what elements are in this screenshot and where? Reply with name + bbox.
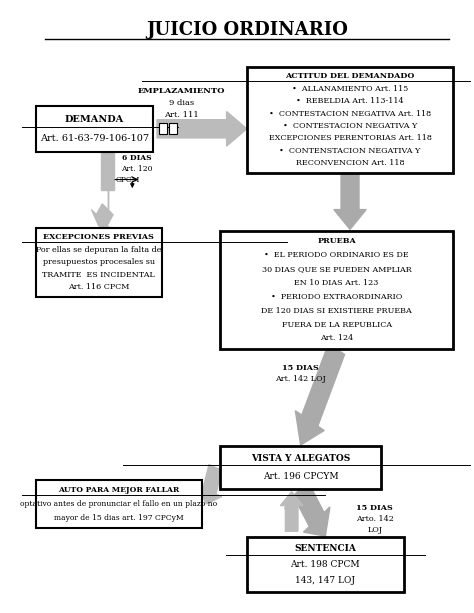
FancyBboxPatch shape <box>247 67 453 173</box>
FancyBboxPatch shape <box>169 123 177 134</box>
Text: Por ellas se depuran la falta de: Por ellas se depuran la falta de <box>36 246 162 254</box>
Text: CPCM: CPCM <box>116 175 140 183</box>
Polygon shape <box>334 173 366 229</box>
Text: Art. 120: Art. 120 <box>121 165 153 173</box>
FancyBboxPatch shape <box>220 230 453 349</box>
Text: FUERA DE LA REPUBLICA: FUERA DE LA REPUBLICA <box>282 321 392 329</box>
Text: optativo antes de pronunciar el fallo en un plazo no: optativo antes de pronunciar el fallo en… <box>20 500 218 508</box>
FancyBboxPatch shape <box>159 123 167 134</box>
Text: •  CONTESTACION NEGATIVA Art. 118: • CONTESTACION NEGATIVA Art. 118 <box>269 110 431 118</box>
Text: DE 120 DIAS SI EXISTIERE PRUEBA: DE 120 DIAS SI EXISTIERE PRUEBA <box>261 306 412 314</box>
Text: Art. 116 CPCM: Art. 116 CPCM <box>68 283 129 292</box>
Text: LOJ: LOJ <box>367 526 382 534</box>
Text: mayor de 15 dias art. 197 CPCyM: mayor de 15 dias art. 197 CPCyM <box>54 514 184 522</box>
Text: Art. 198 CPCM: Art. 198 CPCM <box>291 560 360 569</box>
FancyBboxPatch shape <box>220 446 382 489</box>
Text: EXCEPCIONES PREVIAS: EXCEPCIONES PREVIAS <box>43 234 154 242</box>
Text: TRAMITE  ES INCIDENTAL: TRAMITE ES INCIDENTAL <box>42 271 155 279</box>
Polygon shape <box>91 204 113 230</box>
Text: Art. 142 LOJ: Art. 142 LOJ <box>275 375 326 383</box>
Text: SENTENCIA: SENTENCIA <box>294 544 356 554</box>
Text: JUICIO ORDINARIO: JUICIO ORDINARIO <box>146 21 348 39</box>
Polygon shape <box>293 482 330 536</box>
Text: VISTA Y ALEGATOS: VISTA Y ALEGATOS <box>251 454 350 463</box>
Text: Art. 111: Art. 111 <box>164 111 199 119</box>
Text: EN 10 DIAS Art. 123: EN 10 DIAS Art. 123 <box>294 279 379 287</box>
Text: presupuestos procesales su: presupuestos procesales su <box>43 259 155 267</box>
Text: Art. 61-63-79-106-107: Art. 61-63-79-106-107 <box>40 134 149 143</box>
Text: •  CONTENSTACION NEGATIVA Y: • CONTENSTACION NEGATIVA Y <box>279 147 421 154</box>
Text: EMPLAZAMIENTO: EMPLAZAMIENTO <box>138 87 226 95</box>
FancyBboxPatch shape <box>247 538 404 592</box>
Text: EXCEPCIONES PERENTORIAS Art. 118: EXCEPCIONES PERENTORIAS Art. 118 <box>269 134 431 142</box>
Polygon shape <box>197 465 222 504</box>
FancyBboxPatch shape <box>36 227 162 297</box>
FancyBboxPatch shape <box>36 479 202 528</box>
Text: •  EL PERIODO ORDINARIO ES DE: • EL PERIODO ORDINARIO ES DE <box>264 251 409 259</box>
Text: •  PERIODO EXTRAORDINARIO: • PERIODO EXTRAORDINARIO <box>271 293 402 301</box>
Text: RECONVENCION Art. 118: RECONVENCION Art. 118 <box>296 159 404 167</box>
Text: Art. 196 CPCYM: Art. 196 CPCYM <box>263 472 338 481</box>
Polygon shape <box>280 492 303 531</box>
Text: AUTO PARA MEJOR FALLAR: AUTO PARA MEJOR FALLAR <box>58 486 180 494</box>
Text: •  CONTESTACION NEGATIVA Y: • CONTESTACION NEGATIVA Y <box>283 122 417 130</box>
Text: •  ALLANAMIENTO Art. 115: • ALLANAMIENTO Art. 115 <box>292 85 408 93</box>
Polygon shape <box>157 112 247 146</box>
Text: ACTITUD DEL DEMANDADO: ACTITUD DEL DEMANDADO <box>285 72 415 80</box>
Text: Art. 124: Art. 124 <box>320 335 353 343</box>
Text: Arto. 142: Arto. 142 <box>356 515 393 523</box>
Text: 15 DIAS: 15 DIAS <box>283 365 319 373</box>
Text: •  REBELDIA Art. 113-114: • REBELDIA Art. 113-114 <box>296 97 404 105</box>
Text: 30 DIAS QUE SE PUEDEN AMPLIAR: 30 DIAS QUE SE PUEDEN AMPLIAR <box>262 265 411 273</box>
Text: DEMANDA: DEMANDA <box>64 115 124 124</box>
Text: 6 DIAS: 6 DIAS <box>122 154 152 162</box>
Text: 15 DIAS: 15 DIAS <box>356 504 393 512</box>
Polygon shape <box>101 153 114 209</box>
Text: 9 dias: 9 dias <box>169 99 194 107</box>
FancyBboxPatch shape <box>36 106 153 151</box>
Text: 143, 147 LOJ: 143, 147 LOJ <box>295 576 356 585</box>
Polygon shape <box>295 343 345 445</box>
Text: PRUEBA: PRUEBA <box>317 237 356 245</box>
